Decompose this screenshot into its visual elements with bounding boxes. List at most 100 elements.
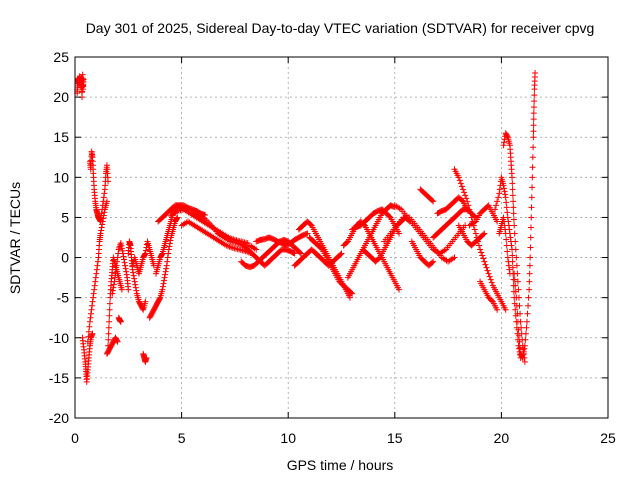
- data-point: [132, 284, 139, 291]
- data-point: [509, 186, 516, 193]
- data-point: [165, 250, 172, 257]
- data-point: [463, 195, 470, 202]
- data-point: [528, 214, 535, 221]
- data-point: [488, 297, 495, 304]
- data-point: [99, 218, 106, 225]
- data-point: [513, 254, 520, 261]
- data-point: [511, 222, 518, 229]
- data-point: [502, 230, 509, 237]
- data-point: [349, 290, 356, 297]
- data-point: [100, 212, 107, 219]
- data-point: [514, 310, 521, 317]
- data-point: [492, 206, 499, 213]
- data-point: [105, 324, 112, 331]
- data-point: [123, 271, 130, 278]
- x-tick-label: 10: [280, 430, 296, 446]
- series-s26: [349, 206, 403, 237]
- series-s17: [189, 210, 260, 253]
- data-point: [510, 204, 517, 211]
- data-point: [122, 262, 129, 269]
- data-point: [106, 306, 113, 313]
- data-point: [521, 345, 528, 352]
- series-s16: [178, 218, 255, 257]
- data-point: [513, 302, 520, 309]
- data-point: [94, 262, 101, 269]
- data-point: [523, 324, 530, 331]
- data-point: [296, 249, 303, 256]
- data-point: [113, 262, 120, 269]
- data-point: [456, 177, 463, 184]
- data-point: [481, 230, 488, 237]
- data-point: [290, 249, 297, 256]
- data-point: [430, 198, 437, 205]
- data-point: [460, 186, 467, 193]
- data-point: [531, 98, 538, 105]
- data-point: [101, 209, 108, 216]
- series-s25: [344, 202, 398, 281]
- data-point: [504, 209, 511, 216]
- data-point: [93, 266, 100, 273]
- data-point: [517, 344, 524, 351]
- data-point: [142, 298, 149, 305]
- data-points: [74, 70, 539, 385]
- series-s31: [417, 186, 437, 205]
- data-point: [464, 198, 471, 205]
- data-point: [532, 70, 539, 77]
- data-point: [121, 256, 128, 263]
- data-point: [527, 244, 534, 251]
- data-point: [122, 265, 129, 272]
- data-point: [112, 270, 119, 277]
- data-point: [482, 261, 489, 268]
- data-point: [509, 264, 516, 271]
- data-point: [501, 188, 508, 195]
- data-point: [523, 318, 530, 325]
- data-point: [85, 333, 92, 340]
- data-point: [530, 128, 537, 135]
- data-point: [504, 133, 511, 140]
- data-point: [514, 318, 521, 325]
- chart-title: Day 301 of 2025, Sidereal Day-to-day VTE…: [86, 20, 595, 36]
- data-point: [503, 242, 510, 249]
- data-point: [457, 180, 464, 187]
- data-point: [467, 210, 474, 217]
- data-point: [511, 276, 518, 283]
- y-tick-label: 10: [53, 169, 69, 185]
- data-point: [502, 194, 509, 201]
- data-point: [87, 314, 94, 321]
- y-tick-label: 20: [53, 89, 69, 105]
- series-s15: [167, 206, 251, 247]
- data-point: [429, 197, 436, 204]
- data-point: [458, 197, 465, 204]
- data-point: [528, 204, 535, 211]
- data-point: [458, 183, 465, 190]
- data-point: [528, 194, 535, 201]
- data-point: [509, 180, 516, 187]
- series-s41: [496, 214, 513, 277]
- data-point: [119, 247, 126, 254]
- data-point: [386, 213, 393, 220]
- data-point: [522, 336, 529, 343]
- data-point: [512, 238, 519, 245]
- data-point: [468, 214, 475, 221]
- data-point: [504, 248, 511, 255]
- data-point: [106, 300, 113, 307]
- data-point: [114, 258, 121, 265]
- data-point: [477, 246, 484, 253]
- data-point: [105, 178, 112, 185]
- data-point: [347, 294, 354, 301]
- data-point: [505, 258, 512, 265]
- data-point: [471, 226, 478, 233]
- data-point: [163, 262, 170, 269]
- data-point: [525, 294, 532, 301]
- y-tick-label: 5: [61, 209, 69, 225]
- y-tick-label: 15: [53, 129, 69, 145]
- data-point: [527, 234, 534, 241]
- data-point: [89, 330, 96, 337]
- data-point: [159, 283, 166, 290]
- data-point: [142, 247, 149, 254]
- y-tick-label: -20: [49, 410, 69, 426]
- x-tick-label: 25: [600, 430, 616, 446]
- data-point: [337, 251, 344, 258]
- series-s37: [477, 278, 501, 313]
